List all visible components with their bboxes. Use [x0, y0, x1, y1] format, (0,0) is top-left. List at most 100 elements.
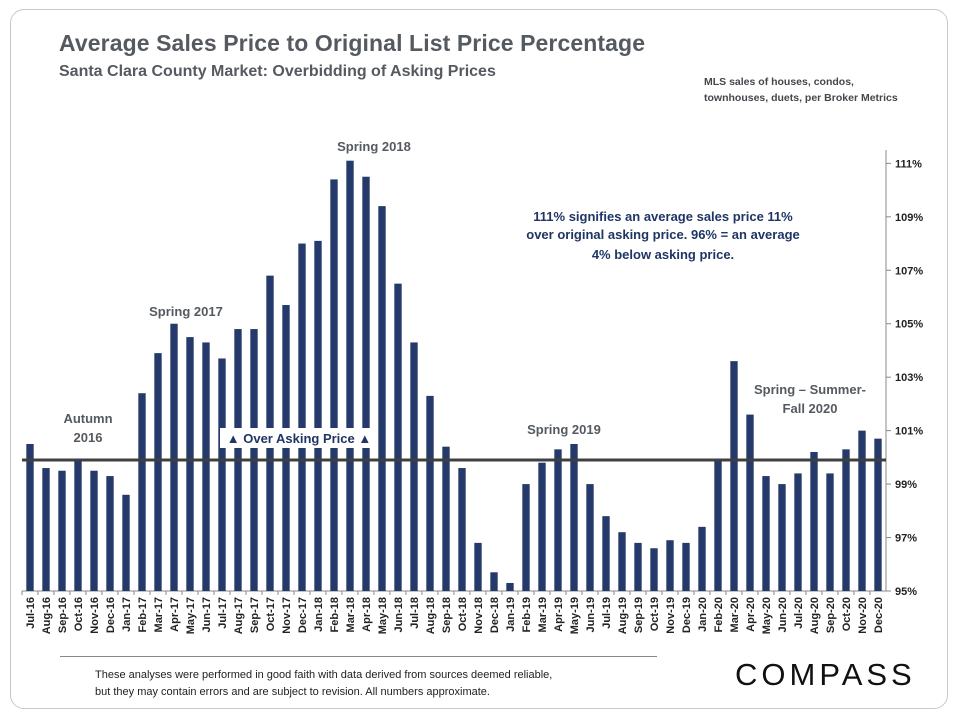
x-tick-label: Nov-19: [665, 597, 677, 634]
chart-subtitle: Santa Clara County Market: Overbidding o…: [59, 63, 496, 80]
chart-annotation: 4% below asking price.: [592, 247, 734, 262]
bar: [42, 468, 50, 591]
bar: [474, 542, 482, 591]
x-tick-label: Apr-19: [553, 597, 565, 632]
source-line-1: MLS sales of houses, condos,: [704, 76, 854, 88]
bar: [378, 206, 386, 592]
x-tick-label: Jun-17: [201, 597, 213, 632]
footer-divider: [60, 656, 657, 657]
bar: [698, 526, 706, 591]
x-tick-label: Dec-18: [489, 597, 501, 633]
x-tick-label: May-20: [761, 597, 773, 634]
x-tick-label: Jul-19: [601, 597, 613, 629]
x-tick-label: Jan-20: [697, 597, 709, 632]
x-tick-label: Nov-20: [857, 597, 869, 634]
bar: [330, 179, 338, 591]
bar: [634, 542, 642, 591]
chart-annotation: Spring 2017: [149, 304, 223, 319]
chart-annotation: 2016: [74, 430, 103, 445]
bar: [762, 476, 770, 591]
x-tick-label: Dec-19: [681, 597, 693, 633]
chart-annotation: Autumn: [63, 411, 112, 426]
footer-note-line-1: These analyses were performed in good fa…: [95, 669, 553, 681]
bar: [394, 283, 402, 591]
annotation-background: [220, 428, 378, 448]
source-note: MLS sales of houses, condos, townhouses,…: [704, 74, 924, 106]
bar: [522, 484, 530, 591]
bar: [682, 542, 690, 591]
x-tick-label: Aug-17: [233, 597, 245, 634]
x-tick-label: Nov-16: [89, 597, 101, 634]
x-tick-label: Jul-18: [409, 597, 421, 629]
x-tick-label: Oct-16: [73, 597, 85, 631]
bar: [170, 323, 178, 591]
x-tick-label: Oct-20: [841, 597, 853, 631]
bar: [58, 470, 66, 591]
x-tick-label: Sep-16: [57, 597, 69, 633]
bar: [538, 462, 546, 591]
bar: [106, 476, 114, 591]
bar: [298, 243, 306, 591]
x-tick-label: Jun-19: [585, 597, 597, 632]
x-tick-label: Jan-18: [313, 597, 325, 632]
bar: [90, 470, 98, 591]
x-tick-label: Feb-17: [137, 597, 149, 632]
bar: [346, 160, 354, 591]
bar: [74, 460, 82, 591]
x-tick-label: Feb-19: [521, 597, 533, 632]
x-tick-label: Dec-16: [105, 597, 117, 633]
x-tick-label: Apr-18: [361, 597, 373, 632]
chart-annotation: Spring 2018: [337, 139, 411, 154]
bar: [458, 468, 466, 591]
x-tick-label: Nov-18: [473, 597, 485, 634]
bar: [186, 337, 194, 591]
x-tick-label: Feb-20: [713, 597, 725, 632]
bar: [314, 240, 322, 591]
bar: [874, 438, 882, 591]
bar: [122, 494, 130, 591]
bar: [746, 414, 754, 591]
x-tick-label: May-17: [185, 597, 197, 634]
bar: [362, 176, 370, 591]
bar: [490, 572, 498, 591]
footer-note: These analyses were performed in good fa…: [95, 667, 615, 701]
x-tick-label: Sep-19: [633, 597, 645, 633]
x-tick-label: Mar-18: [345, 597, 357, 632]
bar: [602, 516, 610, 591]
y-tick-label: 97%: [895, 533, 917, 545]
x-tick-label: Aug-19: [617, 597, 629, 634]
x-tick-label: Oct-17: [265, 597, 277, 631]
bar: [426, 395, 434, 591]
bar: [410, 342, 418, 591]
footer-note-line-2: but they may contain errors and are subj…: [95, 686, 490, 698]
bar: [714, 460, 722, 591]
chart-annotation: over original asking price. 96% = an ave…: [526, 227, 800, 242]
bar: [218, 358, 226, 591]
chart-annotation: Spring 2019: [527, 422, 601, 437]
chart-annotation: Fall 2020: [783, 401, 838, 416]
y-tick-label: 103%: [895, 372, 923, 384]
x-tick-label: Sep-17: [249, 597, 261, 633]
compass-logo: COMPASS: [735, 657, 916, 692]
x-tick-label: Apr-20: [745, 597, 757, 632]
x-tick-label: Aug-18: [425, 597, 437, 634]
y-tick-label: 107%: [895, 265, 923, 277]
x-tick-label: Jan-17: [121, 597, 133, 632]
bar: [138, 393, 146, 591]
y-tick-label: 101%: [895, 426, 923, 438]
chart-title: Average Sales Price to Original List Pri…: [59, 30, 646, 56]
y-tick-label: 95%: [895, 586, 917, 598]
x-tick-label: Mar-20: [729, 597, 741, 632]
bar: [202, 342, 210, 591]
x-tick-label: Nov-17: [281, 597, 293, 634]
x-tick-label: Jul-20: [793, 597, 805, 629]
y-tick-label: 109%: [895, 212, 923, 224]
bar: [154, 353, 162, 591]
bar: [858, 430, 866, 591]
bar: [282, 305, 290, 591]
x-tick-label: Jun-20: [777, 597, 789, 632]
x-tick-label: Aug-20: [809, 597, 821, 634]
x-tick-label: Mar-17: [153, 597, 165, 632]
x-tick-label: Oct-18: [457, 597, 469, 631]
